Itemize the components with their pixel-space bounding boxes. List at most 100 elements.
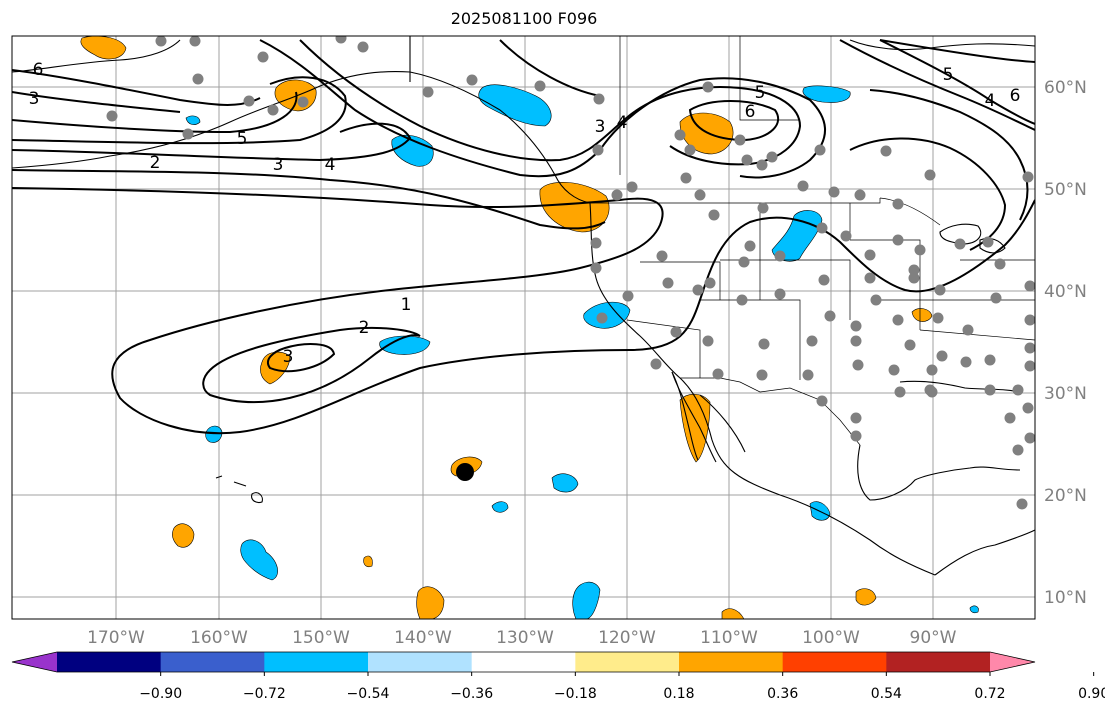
blue-region [240, 539, 278, 581]
contour-6 [12, 69, 261, 106]
colorbar-outline [11, 651, 1036, 673]
lat-label: 40°N [1044, 282, 1087, 302]
station-dot [626, 181, 638, 193]
map-frame [11, 35, 1036, 620]
station-dot [774, 288, 786, 300]
colorbar-segment [264, 652, 369, 672]
colorbar-extend-max [990, 652, 1035, 672]
station-dot [670, 326, 682, 338]
contour-east-d [849, 137, 1007, 251]
lat-label: 20°N [1044, 486, 1087, 506]
contour-north-a [259, 39, 826, 179]
station-dot [908, 264, 920, 276]
blue-region [802, 85, 851, 103]
station-dot [840, 230, 852, 242]
colorbar-tick-label: 0.18 [663, 686, 694, 702]
lat-label: 60°N [1044, 78, 1087, 98]
colorbar-segment [471, 652, 576, 672]
political-borders [590, 36, 1035, 446]
station-dot [1004, 412, 1016, 424]
station-dot [758, 338, 770, 350]
colorbar-segment [782, 652, 887, 672]
contour-east-c [869, 89, 1029, 221]
colorbar-segment [368, 652, 473, 672]
station-dot [738, 256, 750, 268]
station-dot [892, 198, 904, 210]
station-dot [1024, 314, 1035, 326]
contour-east-e [879, 39, 1035, 63]
station-dot [816, 395, 828, 407]
contour-4 [12, 76, 347, 145]
station-dot [736, 294, 748, 306]
colorbar-tick-label: 0.36 [767, 686, 798, 702]
colorbar-tick-label: −0.90 [139, 686, 182, 702]
lat-label: 10°N [1044, 588, 1087, 608]
contour-2 [12, 169, 606, 230]
station-dot [357, 41, 369, 53]
station-dot [741, 154, 753, 166]
colorbar-labels: −0.90 −0.72 −0.54 −0.36 −0.18 0.18 0.36 0.54 0.7… [139, 686, 1105, 702]
contour-label: 3 [283, 347, 294, 367]
station-dot [864, 272, 876, 284]
station-dot [932, 312, 944, 324]
blue-region [551, 473, 579, 493]
colorbar-segment [575, 652, 680, 672]
lon-label: 140°W [394, 628, 452, 648]
blue-region [583, 301, 631, 329]
station-dot [593, 93, 605, 105]
station-dot [816, 222, 828, 234]
station-dot [466, 74, 478, 86]
blue-region [185, 115, 201, 125]
station-dot [662, 277, 674, 289]
station-dot [335, 36, 347, 44]
contour-north-c [499, 39, 601, 97]
station-dot [982, 236, 994, 248]
station-dot [694, 189, 706, 201]
blue-region [205, 425, 223, 443]
blue-region [572, 581, 601, 619]
lon-label: 110°W [700, 628, 758, 648]
station-dot [757, 202, 769, 214]
lon-label: 150°W [292, 628, 350, 648]
station-dot [590, 237, 602, 249]
station-dot [611, 189, 623, 201]
lon-label: 160°W [190, 628, 248, 648]
colorbar-segment [57, 652, 162, 672]
station-dot [934, 284, 946, 296]
station-dot [852, 359, 864, 371]
station-dot [892, 314, 904, 326]
contour-label: 4 [325, 155, 336, 175]
station-dot [702, 335, 714, 347]
station-dot [534, 80, 546, 92]
lat-label: 30°N [1044, 384, 1087, 404]
contour-3b [12, 122, 412, 162]
lat-label: 50°N [1044, 180, 1087, 200]
station-dot [684, 144, 696, 156]
station-dot [984, 354, 996, 366]
station-dot [924, 384, 936, 396]
station-dot [990, 292, 1002, 304]
contour-east-a [879, 39, 1035, 125]
station-dot [674, 129, 686, 141]
station-dot [962, 324, 974, 336]
contour-label: 6 [1010, 86, 1021, 106]
station-markers [106, 36, 1035, 510]
latitude-labels: 60°N 50°N 40°N 30°N 20°N 10°N [1044, 78, 1087, 608]
station-dot [744, 240, 756, 252]
contour-label: 6 [33, 60, 44, 80]
station-dot [656, 250, 668, 262]
colorbar-tick-label: −0.18 [554, 686, 597, 702]
orange-region [911, 308, 933, 322]
station-dot [850, 430, 862, 442]
contour-label: 4 [617, 113, 628, 133]
station-dot [680, 172, 692, 184]
station-dot [182, 128, 194, 140]
contour-labels: 6 3 5 2 3 4 3 4 5 6 5 4 6 1 2 3 [29, 60, 1021, 367]
orange-region [855, 588, 877, 606]
contour-label: 1 [401, 295, 412, 315]
station-dot [702, 81, 714, 93]
station-dot [924, 169, 936, 181]
blue-region [391, 134, 434, 167]
station-dot [596, 312, 608, 324]
station-dot [106, 110, 118, 122]
